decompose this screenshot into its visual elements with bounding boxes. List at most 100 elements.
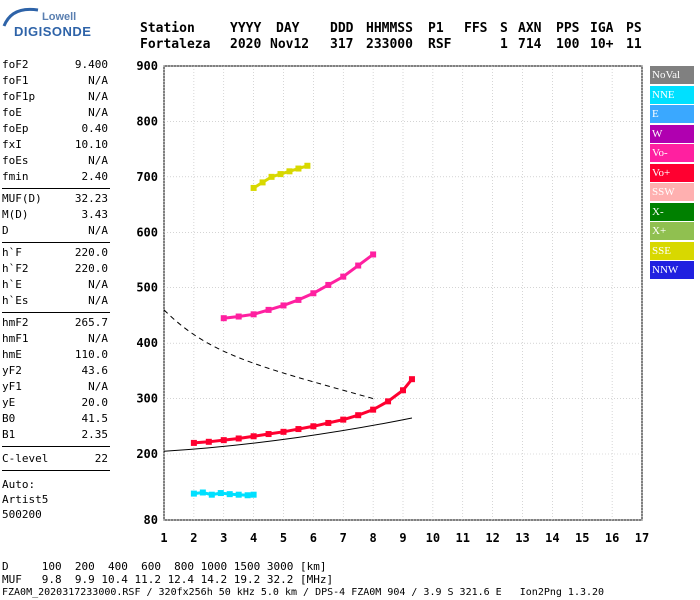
header-label: HHMMSS <box>366 21 413 36</box>
x-tick-label: 3 <box>220 531 227 545</box>
data-trace <box>192 377 414 445</box>
data-trace <box>192 490 256 497</box>
param-row: MUF(D) 32.23 <box>2 192 108 208</box>
reference-solid-curve <box>163 417 413 452</box>
y-tick-label: 900 <box>136 59 158 73</box>
param-name: foF1p <box>2 90 36 103</box>
param-name: B0 <box>2 412 16 425</box>
header-label: AXN <box>518 21 542 36</box>
x-tick-label: 9 <box>399 531 406 545</box>
x-tick-label: 17 <box>635 531 649 545</box>
param-name: MUF(D) <box>2 192 42 205</box>
param-name: h`F2 <box>2 262 29 275</box>
param-name: yF2 <box>2 364 22 377</box>
param-value: 41.5 <box>81 412 109 425</box>
param-name: foF1 <box>2 74 29 87</box>
param-row: yF2 43.6 <box>2 364 108 380</box>
muf-scale-row: MUF 9.8 9.9 10.4 11.2 12.4 14.2 19.2 32.… <box>2 573 334 586</box>
header-value: 11 <box>626 37 642 52</box>
digisonde-logo-icon <box>2 4 42 34</box>
header-value: 2020 <box>230 37 262 52</box>
header-label: P1 <box>428 21 444 36</box>
x-tick-label: 8 <box>370 531 377 545</box>
param-name: h`Es <box>2 294 29 307</box>
param-name: foEs <box>2 154 29 167</box>
data-trace <box>222 252 375 320</box>
auto-scaling-line: 500200 <box>2 508 42 521</box>
logo-lowell: Lowell <box>42 11 77 23</box>
param-value: N/A <box>88 278 108 291</box>
x-tick-label: 16 <box>605 531 619 545</box>
param-row: fmin 2.40 <box>2 170 108 186</box>
param-name: foF2 <box>2 58 29 71</box>
header-label: YYYY <box>230 21 262 36</box>
param-name: D <box>2 224 9 237</box>
logo-digisonde: DIGISONDE <box>14 24 92 39</box>
x-tick-label: 14 <box>545 531 559 545</box>
header-label: FFS <box>464 21 488 36</box>
legend-item: X- <box>650 202 694 221</box>
param-value: 9.400 <box>74 58 108 71</box>
legend-item: Vo- <box>650 144 694 162</box>
param-name: foEp <box>2 122 29 135</box>
param-name: foE <box>2 106 22 119</box>
param-value: 2.40 <box>81 170 109 183</box>
x-tick-label: 13 <box>515 531 529 545</box>
param-name: hmF2 <box>2 316 29 329</box>
param-value: 3.43 <box>81 208 109 221</box>
x-tick-label: 10 <box>426 531 440 545</box>
legend-item: W <box>650 124 694 143</box>
param-row: yF1 N/A <box>2 380 108 396</box>
param-name: M(D) <box>2 208 29 221</box>
legend-item: NNE <box>650 85 694 104</box>
x-tick-label: 4 <box>250 531 257 545</box>
header-value: RSF <box>428 37 452 52</box>
param-value: 22 <box>94 452 108 465</box>
header-value: Fortaleza <box>140 37 211 52</box>
separator <box>2 312 110 313</box>
header-value: 100 <box>556 37 580 52</box>
header-value: 233000 <box>366 37 413 52</box>
param-name: yF1 <box>2 380 22 393</box>
param-value: 0.40 <box>81 122 109 135</box>
x-tick-label: 5 <box>280 531 287 545</box>
param-name: fxI <box>2 138 22 151</box>
separator <box>2 470 110 471</box>
param-value: N/A <box>88 294 108 307</box>
y-tick-label: 800 <box>136 114 158 128</box>
legend-item: E <box>650 105 694 123</box>
param-value: N/A <box>88 106 108 119</box>
x-tick-label: 6 <box>310 531 317 545</box>
separator <box>2 188 110 189</box>
y-tick-label: 80 <box>144 513 158 527</box>
param-value: 220.0 <box>74 262 108 275</box>
param-value: N/A <box>88 224 108 237</box>
legend-item: X+ <box>650 222 694 240</box>
header-label: S <box>500 21 508 36</box>
reference-dashed-curve <box>163 309 374 400</box>
clevel-row: C-level 22 <box>2 452 108 468</box>
param-name: hmE <box>2 348 22 361</box>
param-name: h`F <box>2 246 22 259</box>
header-value: Nov12 <box>270 37 310 52</box>
x-tick-label: 12 <box>485 531 499 545</box>
param-row: foF1 N/A <box>2 74 108 90</box>
param-name: C-level <box>2 452 49 465</box>
param-row: h`F2 220.0 <box>2 262 108 278</box>
legend-item: NoVal <box>650 66 694 84</box>
param-value: N/A <box>88 74 108 87</box>
header-value: 714 <box>518 37 542 52</box>
auto-scaling-line: Artist5 <box>2 493 49 506</box>
param-name: B1 <box>2 428 16 441</box>
param-name: h`E <box>2 278 22 291</box>
plot-frame <box>163 65 643 521</box>
param-row: foF1p N/A <box>2 90 108 106</box>
param-row: h`Es N/A <box>2 294 108 310</box>
param-value: 110.0 <box>74 348 108 361</box>
param-row: foE N/A <box>2 106 108 122</box>
data-trace <box>252 164 309 190</box>
x-tick-label: 2 <box>190 531 197 545</box>
param-value: N/A <box>88 90 108 103</box>
x-tick-label: 11 <box>456 531 470 545</box>
